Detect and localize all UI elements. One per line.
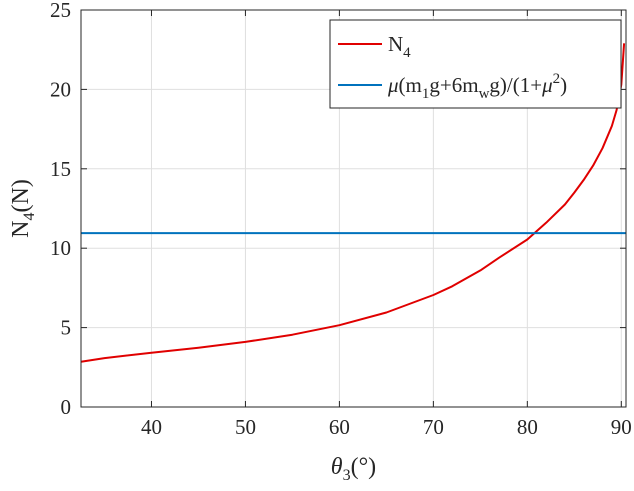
- legend-box: [329, 19, 622, 109]
- x-tick-label: 80: [517, 415, 538, 439]
- tick-labels: 40 50 60 70 80 90 0 5 10 15 20 25: [50, 0, 632, 439]
- x-tick-label: 90: [611, 415, 632, 439]
- axes-box: [80, 9, 627, 408]
- legend-label-1: N4: [388, 32, 411, 61]
- x-axis-label: θ3(°): [331, 454, 376, 484]
- legend-label-2: μ(m1g+6mwg)/(1+μ2): [387, 71, 567, 102]
- x-tick-label: 50: [235, 415, 256, 439]
- series-line-1: [80, 43, 626, 363]
- y-axis-label-main: N: [8, 220, 34, 237]
- y-tick-label: 15: [50, 157, 71, 181]
- x-axis-label-sub: 3: [343, 467, 351, 484]
- y-axis-label: N4(N): [8, 179, 38, 238]
- plot-lines: [80, 43, 626, 363]
- x-tick-label: 40: [141, 415, 162, 439]
- x-tick-label: 70: [423, 415, 444, 439]
- y-tick-label: 5: [61, 316, 72, 340]
- x-axis-label-main: θ: [331, 454, 343, 480]
- legend: N4 μ(m1g+6mwg)/(1+μ2): [329, 19, 622, 109]
- y-tick-label: 0: [61, 395, 72, 419]
- y-tick-label: 20: [50, 77, 71, 101]
- ticks: [81, 9, 626, 408]
- x-tick-label: 60: [329, 415, 350, 439]
- y-axis-label-rest: (N): [8, 179, 34, 212]
- y-tick-label: 25: [50, 0, 71, 22]
- x-axis-label-rest: (°): [351, 454, 377, 480]
- y-tick-label: 10: [50, 236, 71, 260]
- y-axis-label-sub: 4: [21, 212, 38, 220]
